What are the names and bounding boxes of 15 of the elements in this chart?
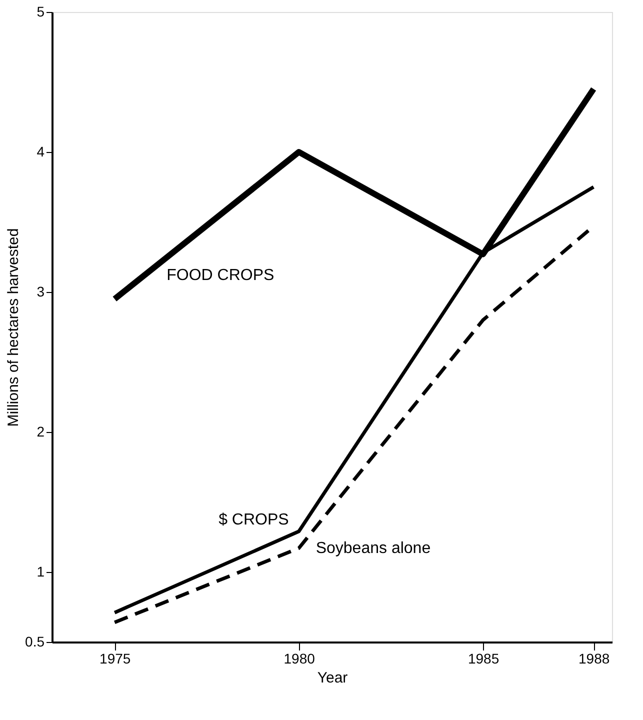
x-tick-label: 1980 (284, 650, 316, 666)
x-tick-label: 1975 (100, 650, 131, 666)
x-tick-label: 1985 (468, 650, 500, 666)
series-label: $ CROPS (218, 511, 289, 528)
y-tick-label: 4 (36, 144, 45, 160)
series-label: FOOD CROPS (166, 267, 274, 284)
x-axis-title: Year (317, 670, 348, 686)
y-tick-label: 1 (36, 564, 45, 580)
y-axis-title: Millions of hectares harvested (5, 228, 22, 427)
x-tick-label: 1988 (578, 650, 610, 666)
series-label: Soybeans alone (316, 540, 431, 558)
y-tick-label: 0.5 (25, 634, 45, 650)
y-tick-label: 2 (36, 424, 45, 440)
y-tick-label: 5 (36, 4, 45, 20)
y-tick-label: 3 (36, 284, 45, 300)
